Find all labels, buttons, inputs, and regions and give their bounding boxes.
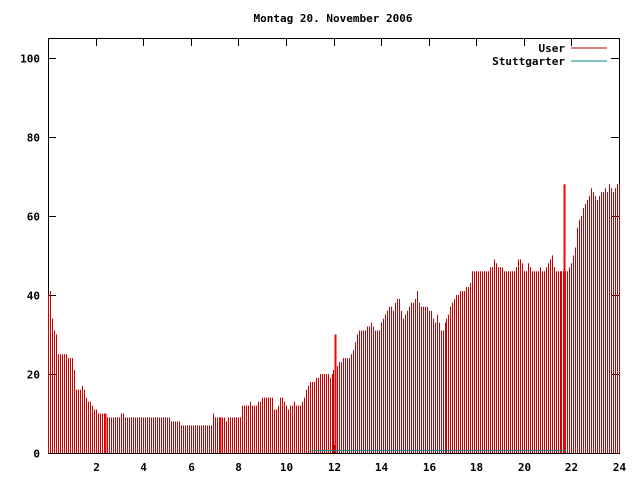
x-tick-label: 4 [140,461,147,474]
x-tick-label: 22 [565,461,578,474]
x-tick-label: 2 [93,461,100,474]
bars-layer [48,184,620,453]
y-tick-label: 0 [33,448,40,461]
x-tick-label: 20 [518,461,531,474]
chart-title: Montag 20. November 2006 [254,12,413,25]
x-tick-label: 16 [423,461,437,474]
x-tick-label: 18 [470,461,483,474]
y-tick-label: 40 [27,290,40,303]
y-tick-label: 100 [20,53,40,66]
legend: User Stuttgarter [492,42,607,68]
x-tick-label: 8 [235,461,242,474]
legend-label-stuttgarter: Stuttgarter [492,55,565,68]
x-tick-label: 6 [188,461,195,474]
x-tick-label: 24 [613,461,627,474]
legend-label-user: User [539,42,566,55]
y-tick-label: 60 [27,211,40,224]
x-tick-label: 14 [375,461,389,474]
x-tick-label: 10 [280,461,293,474]
x-tick-label: 12 [328,461,341,474]
y-tick-label: 80 [27,132,40,145]
y-tick-label: 20 [27,369,40,382]
